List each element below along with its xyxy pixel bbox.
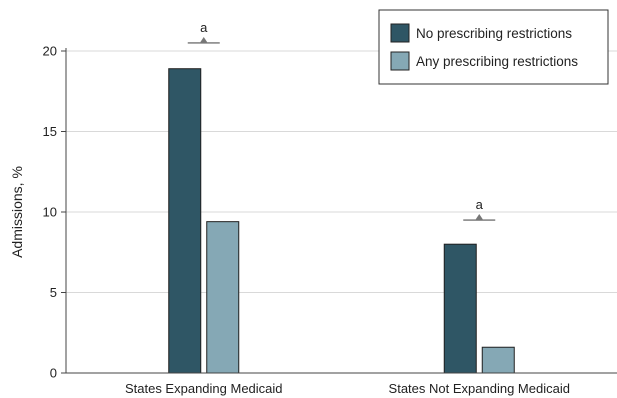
bar-no-restrictions-1 [168, 68, 202, 374]
legend-swatch-no-restrictions [390, 23, 410, 43]
y-tick-label: 5 [50, 285, 57, 300]
legend: No prescribing restrictions Any prescrib… [378, 9, 609, 85]
significance-label: a [476, 197, 484, 212]
significance-marker [199, 36, 208, 43]
bar-any-restrictions-2 [481, 346, 515, 374]
bar-any-restrictions-1 [206, 221, 240, 374]
y-axis-title: Admissions, % [9, 166, 25, 258]
y-tick-label: 0 [50, 366, 57, 381]
legend-label-no-restrictions: No prescribing restrictions [416, 26, 572, 41]
significance-marker [475, 214, 484, 221]
bars [168, 68, 515, 374]
bar-no-restrictions-2 [443, 243, 477, 374]
y-tick-label: 15 [43, 124, 57, 139]
significance-annotations: aa [187, 20, 496, 221]
axes: 0 5 10 15 20 States Expanding Medicaid States … [43, 44, 617, 396]
legend-label-any-restrictions: Any prescribing restrictions [416, 54, 578, 69]
legend-box [378, 9, 609, 85]
grid-lines [66, 50, 617, 293]
significance-label: a [200, 20, 208, 35]
legend-swatch-any-restrictions [390, 51, 410, 71]
x-category-label: States Expanding Medicaid [125, 381, 283, 396]
x-category-label: States Not Expanding Medicaid [389, 381, 570, 396]
y-tick-label: 10 [43, 205, 57, 220]
y-tick-label: 20 [43, 44, 57, 59]
